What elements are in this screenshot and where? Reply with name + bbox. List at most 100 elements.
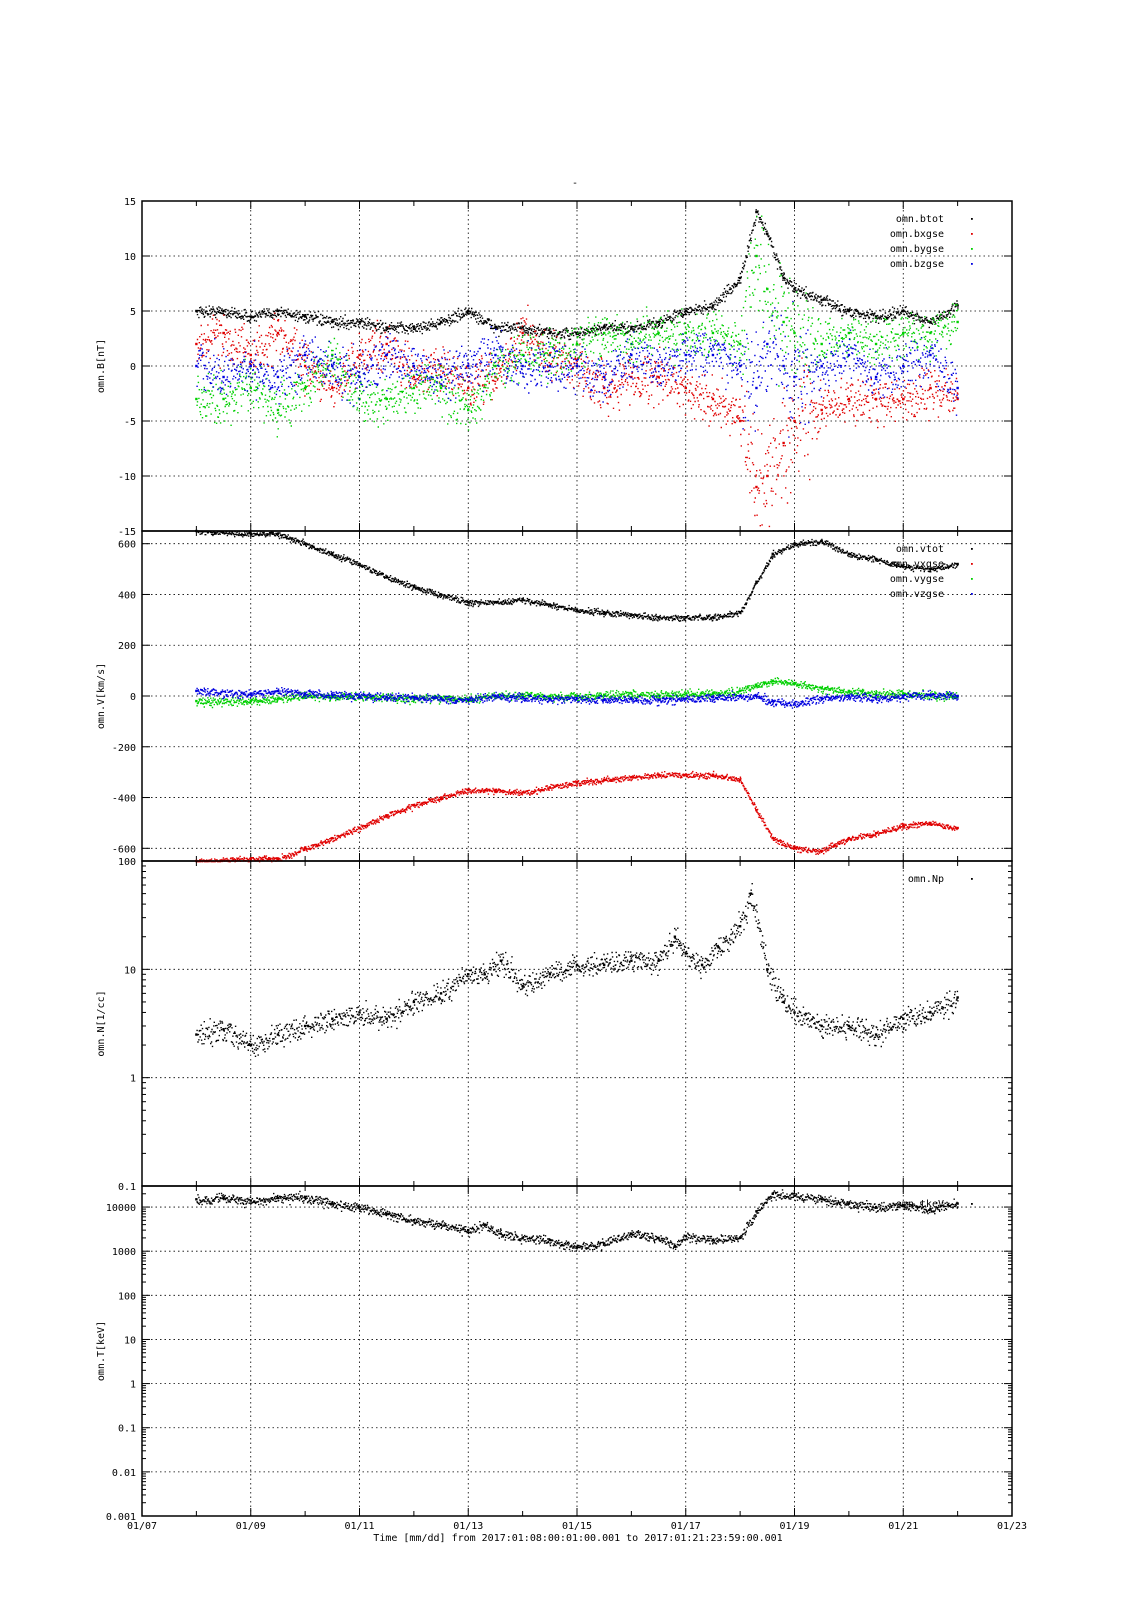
data-point [755, 485, 758, 489]
data-point [657, 959, 660, 962]
data-point [249, 532, 252, 535]
legend-label: omn.bxgse [890, 229, 944, 240]
data-point [766, 474, 769, 478]
data-point [630, 692, 633, 695]
data-point [494, 353, 497, 357]
data-point [602, 611, 606, 614]
data-point [195, 529, 198, 533]
data-point [929, 331, 932, 335]
data-point [711, 331, 715, 335]
series-omn.btot [195, 209, 959, 341]
data-point [222, 375, 225, 379]
series-omn.vzgse [195, 687, 959, 709]
legend-label: omn.vygse [890, 574, 944, 585]
data-point [874, 397, 878, 401]
data-point [575, 342, 579, 346]
data-point [331, 1202, 334, 1205]
data-point [467, 309, 470, 313]
y-axis-label: omn.B[nT] [96, 339, 107, 393]
data-point [630, 326, 633, 329]
legend-label: omn.vtot [896, 544, 944, 555]
data-point [412, 364, 416, 368]
panel-1: 15 10 5 0 -5 -10 -15 omn.B[nT] omn.btot omn.bxgse… [96, 197, 1013, 538]
data-point [793, 419, 796, 423]
data-point [195, 689, 198, 693]
data-point [358, 694, 361, 698]
data-point [249, 315, 252, 318]
legend-marker [971, 548, 973, 550]
data-point [249, 699, 252, 703]
time-range-label: Time [mm/dd] from 2017:01:08:00:01:00.00… [373, 1533, 782, 1544]
series-omn.bzgse [195, 300, 959, 438]
data-point [711, 353, 715, 357]
panel-4: 10000 1000 100 10 1 0.1 0.01 0.001 omn.T[keV] omn… [96, 1185, 1013, 1523]
data-point [521, 984, 524, 988]
y-tick-label: 1 [130, 1074, 136, 1085]
data-point [439, 796, 443, 799]
data-point [630, 959, 633, 962]
series-omn.vtot [195, 529, 959, 622]
data-point [385, 353, 388, 357]
y-tick-label: 100 [118, 1291, 136, 1302]
x-tick-label: 01/23 [997, 1521, 1027, 1532]
legend-marker [971, 248, 973, 250]
data-point [717, 946, 720, 949]
data-point [700, 963, 704, 967]
y-tick-label: -400 [112, 794, 136, 805]
data-point [956, 397, 959, 401]
data-point [222, 397, 225, 401]
y-tick-label: 0.1 [118, 1424, 136, 1435]
data-point [847, 397, 851, 401]
data-point [195, 309, 198, 313]
data-point [483, 973, 486, 976]
data-point [820, 298, 823, 302]
data-point [820, 697, 823, 700]
data-point [331, 353, 334, 357]
data-point [902, 1017, 905, 1020]
data-point [929, 821, 932, 825]
legend-marker [971, 1203, 973, 1205]
data-point [847, 353, 851, 357]
data-point [793, 287, 796, 291]
data-point [276, 375, 280, 379]
data-point [358, 1205, 361, 1209]
x-tick-label: 01/21 [888, 1521, 918, 1532]
data-point [195, 364, 198, 368]
data-point [766, 287, 769, 291]
data-point [749, 892, 753, 895]
data-point [602, 375, 606, 379]
data-point [467, 386, 470, 390]
top-mark: - [572, 178, 578, 189]
data-point [657, 364, 660, 368]
data-point [820, 849, 823, 853]
series-omn.tkeV [195, 1189, 959, 1252]
data-point [521, 326, 524, 329]
legend-marker [971, 263, 973, 265]
data-point [902, 397, 905, 401]
data-point [902, 692, 905, 695]
legend-marker [971, 578, 973, 580]
data-point-cloud [196, 300, 959, 438]
data-point [331, 386, 334, 390]
data-point [249, 364, 252, 368]
y-tick-label: -15 [118, 527, 136, 538]
data-point [874, 315, 878, 318]
data-point [738, 276, 742, 280]
data-point [521, 696, 524, 699]
data-point-cloud [196, 1189, 959, 1252]
data-point [782, 320, 785, 324]
data-point [575, 364, 579, 368]
x-tick-label: 01/17 [671, 1521, 701, 1532]
data-point [249, 692, 252, 695]
data-point [467, 364, 470, 368]
data-point [874, 831, 878, 835]
data-point [222, 1028, 225, 1031]
data-point [439, 386, 443, 390]
data-point [738, 419, 742, 423]
data-point [657, 693, 660, 696]
data-point [793, 331, 796, 335]
data-point-cloud [196, 209, 959, 341]
data-point [929, 1011, 932, 1014]
legend-marker [971, 218, 973, 220]
